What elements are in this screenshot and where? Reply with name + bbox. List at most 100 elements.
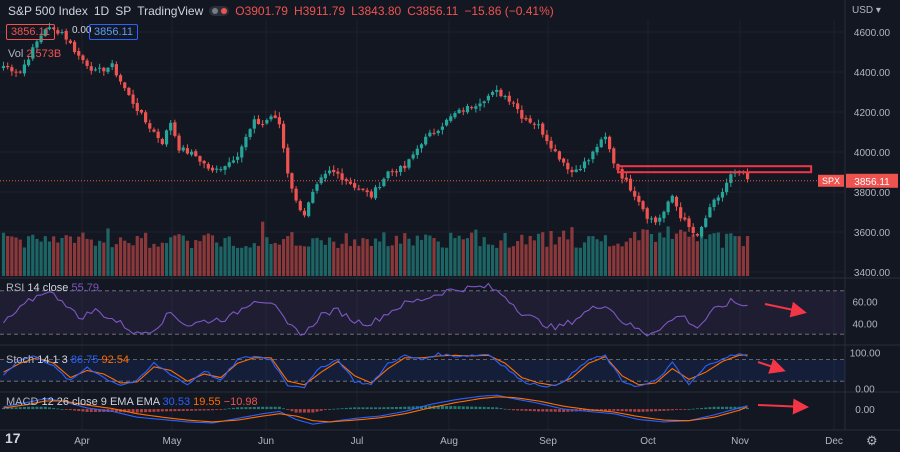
volume-bar [248,247,252,276]
volume-bar [511,246,516,276]
macd-hist-bar [135,409,139,413]
candle-body [68,40,72,43]
gear-icon[interactable]: ⚙ [866,433,878,448]
volume-bar [256,245,261,276]
candle-body [194,151,198,157]
macd-hist-bar [277,406,281,410]
candle-body [123,82,127,89]
candle-body [524,117,528,120]
macd-hist-bar [436,405,440,410]
volume-bar [486,244,490,276]
macd-hist-bar [658,409,662,412]
candle-body [152,129,156,132]
candle-body [240,146,244,158]
candle-body [302,210,307,216]
price-tick-label: 4200.00 [854,108,891,119]
candle-body [190,151,194,155]
volume-bar [708,234,712,276]
macd-hist-bar [633,409,637,412]
macd-hist-bar [302,409,306,413]
ohlc-open: O3901.79 [235,4,288,18]
volume-bar [357,245,361,276]
candle-body [403,165,407,169]
candle-body [1,66,6,69]
macd-hist-bar [198,409,202,411]
macd-hist-bar [52,407,56,410]
volume-bar [14,237,18,276]
volume-bar [235,247,240,276]
candle-body [323,173,327,179]
volume-bar [327,237,332,276]
macd-hist-bar [365,407,369,410]
candle-body [662,211,666,219]
currency-menu[interactable]: USD ▾ [852,5,881,16]
candle-body [210,167,215,171]
volume-bar [553,244,557,276]
volume-bar [608,246,612,276]
rsi-value: 55.79 [71,282,99,294]
candle-body [81,55,85,61]
volume-bar [81,232,85,276]
time-tick-label: Jul [351,436,364,447]
volume-bar [315,237,319,276]
macd-hist-bar [532,409,536,412]
volume-bar [319,240,323,276]
candle-body [541,123,545,135]
candle-body [516,103,520,110]
stoch-tick-label: 100.00 [850,348,881,359]
volume-bar [93,245,98,276]
volume-bar [332,241,336,276]
candle-body [570,169,574,173]
volume-bar [210,235,215,276]
macd-hist-bar [344,407,348,410]
candle-body [628,178,633,191]
macd-hist-bar [18,407,22,410]
macd-hist-bar [399,406,403,410]
macd-hist-bar [319,409,323,411]
volume-bar [56,242,60,276]
macd-hist-bar [382,407,386,410]
candle-body [599,139,603,148]
candle-body [89,66,93,71]
volume-bar [633,231,637,276]
volume-bar [77,236,81,276]
candle-body [35,41,39,48]
macd-hist-bar [93,409,97,412]
symbol-name[interactable]: S&P 500 Index [8,4,88,18]
candle-body [64,30,68,40]
macd-hist-bar [478,406,482,410]
candle-body [56,30,60,34]
volume-bar [223,238,227,276]
volume-bar [562,230,566,276]
interval[interactable]: 1D [93,4,110,18]
volume-bar [353,239,357,276]
volume-bar [148,247,152,276]
volume-bar [436,241,440,276]
candle-body [77,51,81,56]
macd-hist-bar [583,409,587,412]
rsi-line [3,282,748,337]
volume-bar [444,247,449,276]
volume-bar [741,246,745,276]
macd-hist-bar [336,408,340,410]
candle-body [315,184,319,191]
price-tick-label: 4600.00 [854,28,891,39]
sell-price-box[interactable]: 3856.11 [6,24,55,40]
macd-hist-bar [361,407,365,410]
volume-bar [144,232,148,276]
candle-body [495,89,499,92]
volume-bar [336,247,340,276]
macd-hist-bar [169,409,173,412]
volume-bar [269,244,273,276]
buy-price-box[interactable]: 3856.11 [89,24,138,40]
macd-hist-bar [557,409,561,412]
rsi-tick-label: 60.00 [852,298,877,309]
volume-bar [386,246,390,276]
stoch-params: 14 1 3 [37,354,68,366]
symbol-tag: SPX [822,176,840,186]
macd-hist-bar [307,409,311,413]
macd-hist-bar [223,408,227,410]
volume-bar [261,221,265,276]
volume-bar [666,226,670,276]
